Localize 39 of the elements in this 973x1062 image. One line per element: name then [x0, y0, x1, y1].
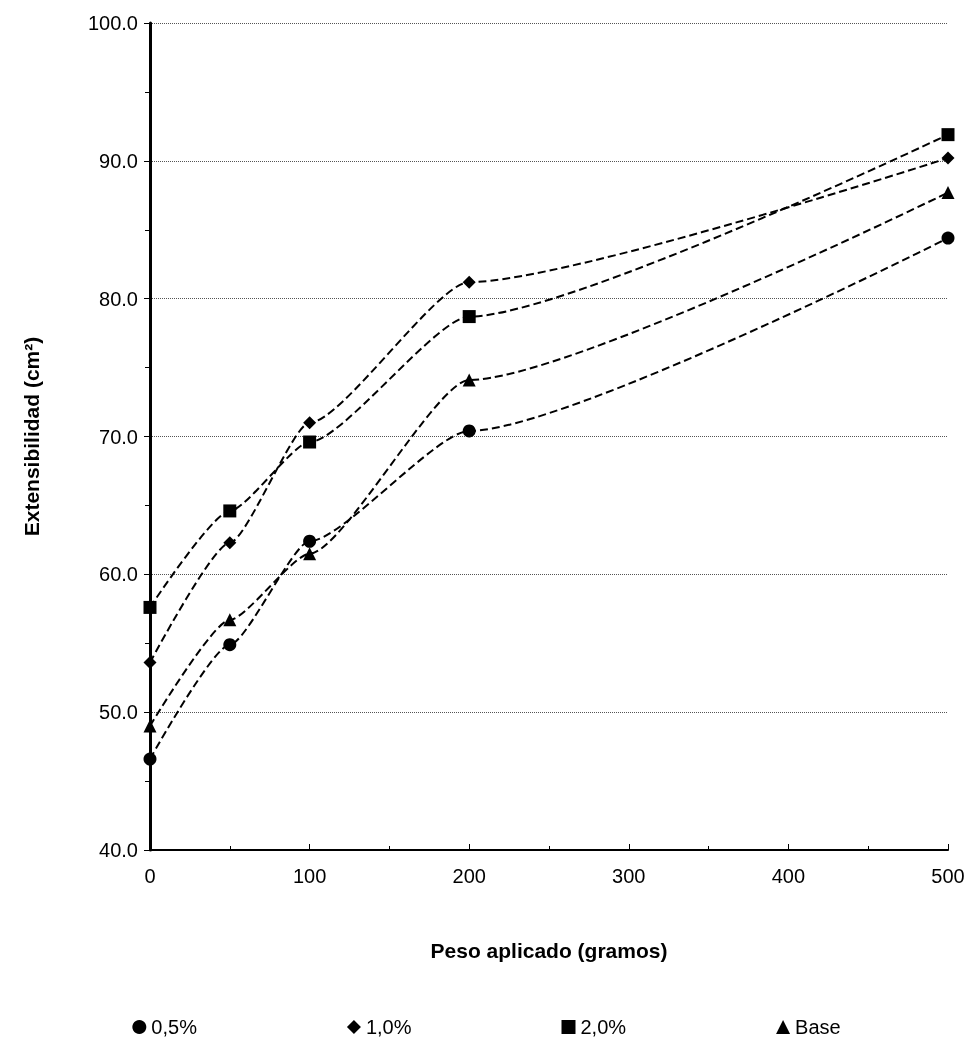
y-tick-label: 40.0 — [99, 839, 138, 861]
point — [303, 547, 317, 561]
point — [143, 752, 157, 766]
x-axis-title: Peso aplicado (gramos) — [430, 939, 668, 962]
x-tick-label: 100 — [292, 865, 327, 887]
point — [303, 435, 317, 449]
legend-label: Base — [795, 1016, 841, 1038]
x-tick-label: 300 — [612, 865, 646, 887]
point — [462, 275, 476, 289]
x-tick-label: 500 — [931, 865, 965, 887]
point — [223, 504, 237, 518]
y-tick-label: 100.0 — [87, 12, 138, 34]
legend-label: 0,5% — [151, 1016, 198, 1038]
point — [223, 536, 237, 550]
point — [941, 186, 955, 200]
point — [223, 638, 237, 652]
y-tick-label: 50.0 — [99, 701, 138, 724]
y-tick-label: 60.0 — [99, 563, 138, 586]
point — [303, 416, 317, 430]
point — [941, 231, 955, 245]
x-tick-label: 400 — [771, 865, 806, 887]
legend-label: 1,0% — [365, 1016, 412, 1038]
point — [941, 128, 955, 142]
x-tick-label: 0 — [144, 865, 156, 887]
y-tick-label: 70.0 — [99, 425, 138, 448]
y-tick-label: 90.0 — [99, 149, 138, 172]
point — [143, 656, 157, 670]
point — [223, 613, 237, 627]
point — [303, 534, 317, 548]
point — [462, 373, 476, 387]
x-tick-label: 200 — [452, 865, 486, 887]
y-axis-title: Extensibilidad (cm²) — [20, 336, 43, 537]
point — [462, 424, 476, 438]
y-tick-label: 80.0 — [99, 287, 138, 310]
point — [143, 600, 157, 614]
point — [143, 719, 157, 733]
legend-label: 2,0% — [580, 1016, 627, 1038]
point — [462, 310, 476, 324]
point — [941, 151, 955, 165]
